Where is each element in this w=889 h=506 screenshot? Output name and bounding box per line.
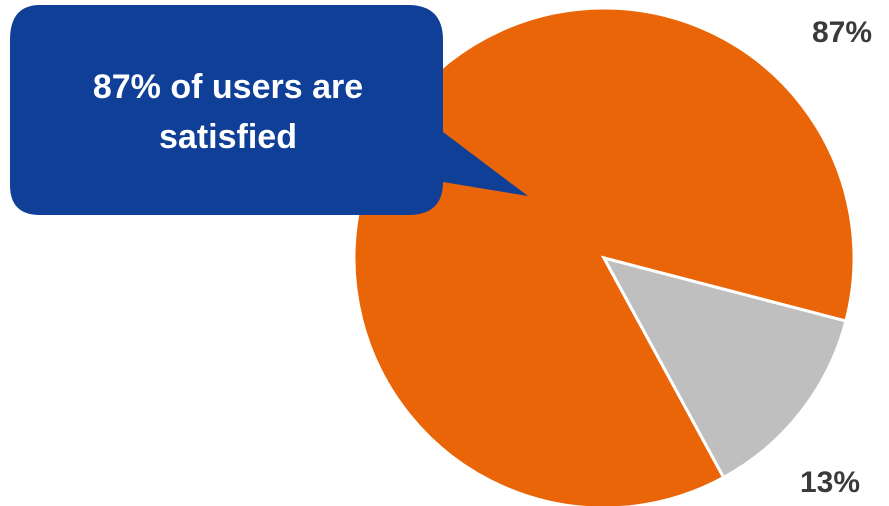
callout-shape	[10, 5, 528, 215]
pie-slices	[352, 6, 856, 506]
pie-slice-unsatisfied	[601, 255, 848, 480]
callout-line-2: satisfied	[159, 118, 297, 156]
slice-label-satisfied: 87%	[812, 16, 872, 49]
callout-line-1: 87% of users are	[93, 68, 363, 106]
slice-label-unsatisfied: 13%	[800, 466, 860, 499]
callout-bubble: 87% of users are satisfied	[10, 5, 528, 215]
